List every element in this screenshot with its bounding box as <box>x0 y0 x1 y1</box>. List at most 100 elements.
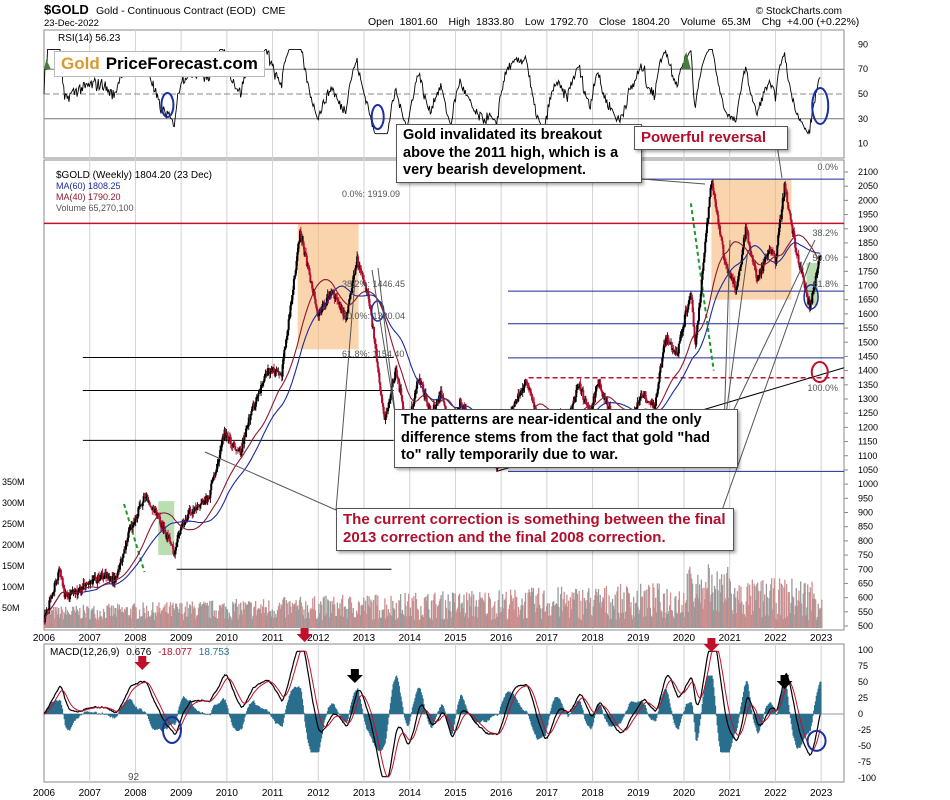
macd-histogram-bar <box>107 714 110 716</box>
price-candle-body <box>683 326 685 328</box>
volume-bar <box>371 619 374 628</box>
price-candle-body <box>51 595 53 599</box>
volume-bar <box>356 613 359 628</box>
macd-histogram-bar <box>78 714 81 717</box>
macd-histogram-bar <box>785 685 787 714</box>
price-candle-body <box>745 226 748 231</box>
macd-histogram-bar <box>414 698 416 714</box>
price-candle-body <box>655 393 658 398</box>
macd-histogram-bar <box>95 711 97 714</box>
volume-bar <box>600 607 602 628</box>
volume-bar <box>606 613 608 628</box>
volume-bar <box>82 604 84 628</box>
macd-histogram-bar <box>218 703 220 714</box>
macd-histogram-bar <box>692 712 694 714</box>
macd-histogram-bar <box>818 684 820 714</box>
macd-histogram-bar <box>67 714 69 731</box>
macd-histogram-bar <box>605 714 607 720</box>
macd-histogram-bar <box>808 714 811 732</box>
y-tick-label: 1450 <box>858 351 878 361</box>
macd-histogram-bar <box>209 714 211 716</box>
macd-histogram-bar <box>738 714 740 718</box>
macd-histogram-bar <box>190 701 192 714</box>
volume-bar <box>397 617 399 628</box>
macd-histogram-bar <box>215 704 217 714</box>
volume-bar <box>97 619 99 628</box>
volume-bar <box>145 618 147 628</box>
volume-bar <box>215 610 217 628</box>
volume-bar <box>170 616 172 628</box>
volume-bar <box>668 611 670 628</box>
volume-bar <box>64 613 66 628</box>
macd-histogram-bar <box>258 706 260 714</box>
macd-histogram-bar <box>405 714 407 724</box>
volume-bar <box>227 618 230 628</box>
x-tick-label: 2022 <box>764 633 787 644</box>
price-candle-body <box>595 386 598 392</box>
volume-bar <box>810 610 812 628</box>
volume-bar <box>429 619 432 628</box>
macd-histogram-bar <box>571 710 574 714</box>
macd-histogram-bar <box>453 714 455 725</box>
macd-histogram-bar <box>182 696 185 714</box>
macd-line <box>43 650 821 778</box>
macd-histogram-bar <box>87 711 90 714</box>
macd-histogram-bar <box>577 700 580 714</box>
macd-histogram-bar <box>320 714 322 743</box>
volume-bar <box>83 610 85 628</box>
macd-histogram-bar <box>396 677 399 714</box>
volume-bar <box>228 612 230 628</box>
price-candle-body <box>133 522 136 524</box>
volume-bar <box>321 619 324 628</box>
volume-bar <box>767 615 769 628</box>
macd-histogram-bar <box>280 714 282 727</box>
price-candle-body <box>720 236 723 241</box>
volume-bar <box>294 603 296 628</box>
price-candle-body <box>48 600 51 611</box>
price-candle-body <box>217 461 220 464</box>
macd-histogram-bar <box>499 710 501 714</box>
macd-histogram-bar <box>388 714 390 718</box>
volume-bar <box>543 590 545 628</box>
volume-bar <box>316 619 318 628</box>
macd-histogram-bar <box>431 714 433 728</box>
volume-bar <box>466 600 469 628</box>
price-candle-body <box>92 579 95 581</box>
volume-bar <box>637 607 639 628</box>
volume-bar <box>632 619 634 628</box>
price-candle-body <box>381 394 383 404</box>
volume-bar <box>743 614 746 628</box>
volume-bar <box>58 617 61 628</box>
volume-bar <box>664 618 666 628</box>
macd-histogram-bar <box>237 714 239 731</box>
price-candle-body <box>441 395 444 398</box>
volume-bar <box>422 614 424 628</box>
price-candle-body <box>819 255 822 257</box>
volume-bar <box>504 598 506 628</box>
volume-bar <box>273 610 275 628</box>
volume-bar <box>73 610 76 628</box>
macd-histogram-bar <box>702 696 704 714</box>
macd-histogram-bar <box>101 712 103 714</box>
price-candle-body <box>696 324 699 335</box>
fib-a-0: 0.0%: 1919.09 <box>342 189 400 199</box>
volume-bar <box>819 608 821 628</box>
volume-bar <box>738 585 740 628</box>
price-candle-body <box>417 380 420 382</box>
volume-tick-label: 200M <box>2 540 25 550</box>
volume-bar <box>777 613 779 628</box>
macd-histogram-bar <box>72 714 74 723</box>
volume-bar <box>262 606 264 628</box>
volume-bar <box>341 598 343 628</box>
macd-histogram-bar <box>650 714 653 720</box>
price-candle-body <box>253 407 256 409</box>
price-candle-body <box>389 394 392 401</box>
volume-bar <box>501 611 503 628</box>
volume-bar <box>51 610 54 628</box>
macd-histogram-bar <box>704 685 706 714</box>
price-candle-body <box>172 545 175 554</box>
macd-histogram-bar <box>482 714 484 721</box>
price-candle-body <box>738 270 741 276</box>
volume-bar <box>751 579 753 628</box>
volume-bar <box>604 587 606 628</box>
